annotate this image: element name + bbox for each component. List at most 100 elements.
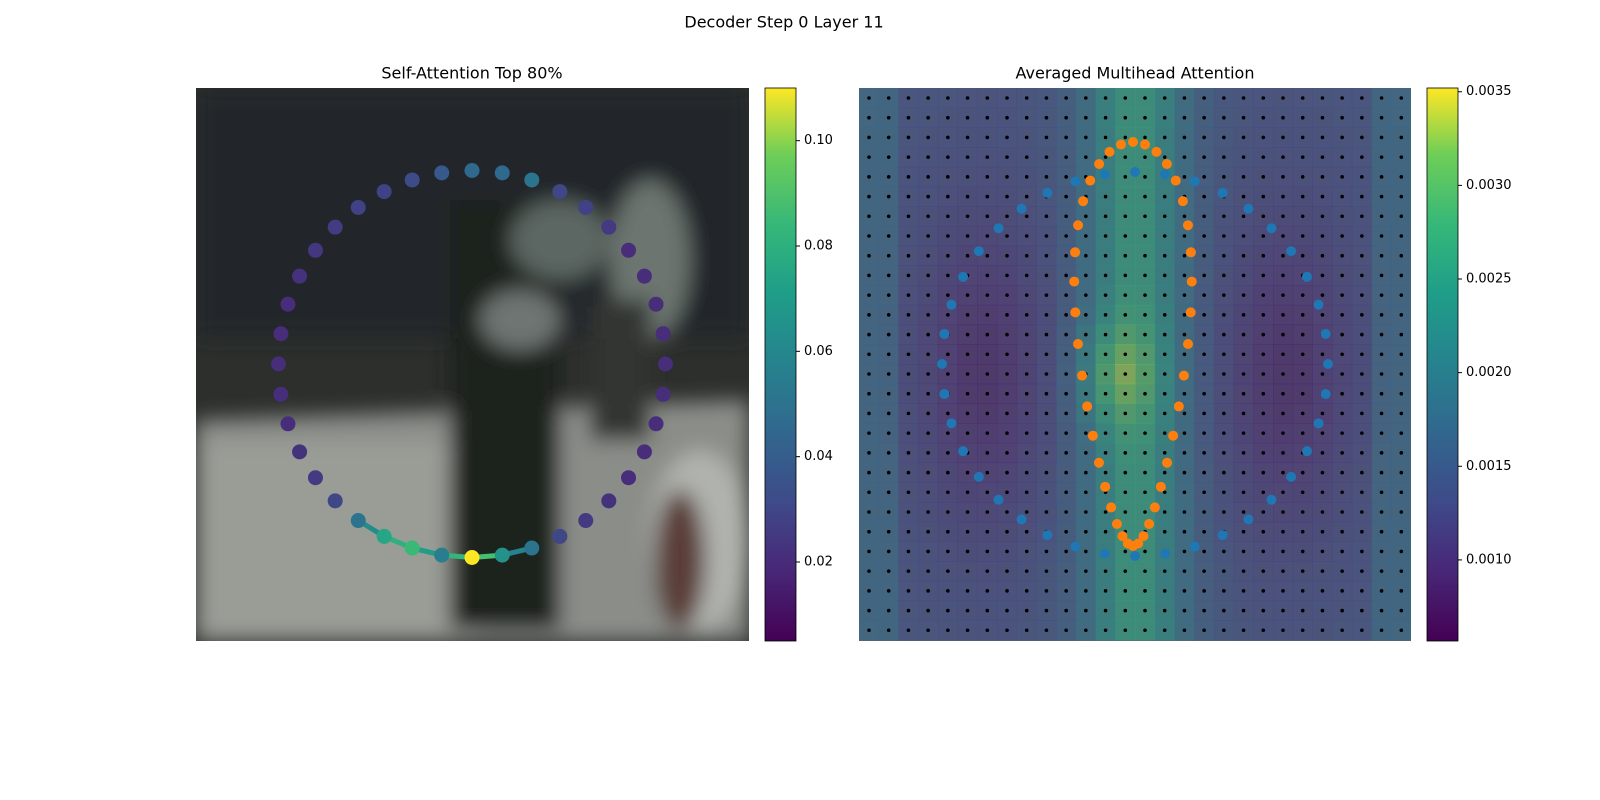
grid-dot — [1300, 510, 1305, 514]
grid-dot — [1379, 470, 1384, 475]
attention-point — [621, 242, 637, 258]
grid-dot — [926, 194, 930, 199]
grid-dot — [1123, 234, 1128, 238]
grid-dot — [1281, 115, 1285, 120]
grid-dot — [1222, 313, 1226, 317]
grid-dot — [1005, 608, 1009, 613]
grid-dot — [1044, 352, 1049, 357]
grid-dot — [926, 569, 930, 573]
tick-label: 0.0010 — [1466, 552, 1512, 567]
grid-dot — [1261, 391, 1266, 396]
grid-dot — [1182, 470, 1187, 475]
grid-dot — [886, 608, 891, 613]
grid-dot — [1143, 411, 1147, 416]
grid-dot — [1379, 175, 1384, 179]
grid-dot — [1123, 411, 1128, 416]
grid-dot — [1360, 96, 1364, 100]
reference-point — [1094, 159, 1105, 170]
grid-dot — [965, 470, 970, 475]
grid-dot — [1222, 234, 1226, 238]
attention-point — [327, 219, 343, 235]
grid-dot — [1261, 431, 1266, 435]
grid-dot — [965, 313, 970, 317]
grid-dot — [1182, 451, 1187, 455]
query-point — [1243, 514, 1254, 525]
reference-point — [1186, 276, 1197, 287]
attention-point — [350, 199, 366, 215]
query-point — [1189, 176, 1200, 187]
grid-dot — [1399, 352, 1404, 357]
reference-point — [1149, 502, 1160, 513]
grid-dot — [1399, 155, 1404, 159]
grid-dot — [1123, 115, 1128, 120]
grid-dot — [1005, 470, 1009, 475]
grid-dot — [1261, 194, 1266, 199]
grid-dot — [1379, 155, 1384, 159]
attention-point — [404, 540, 420, 556]
panel-title: Averaged Multihead Attention — [1016, 64, 1255, 83]
grid-dot — [867, 431, 871, 435]
grid-dot — [1241, 96, 1246, 100]
grid-dot — [1340, 332, 1344, 337]
grid-dot — [926, 608, 930, 613]
grid-dot — [1005, 313, 1009, 317]
attention-point — [648, 416, 664, 432]
grid-dot — [906, 451, 911, 455]
grid-dot — [1222, 135, 1226, 140]
query-point — [1323, 359, 1333, 369]
grid-dot — [1024, 214, 1029, 219]
grid-dot — [1399, 589, 1404, 593]
grid-dot — [1320, 194, 1325, 199]
grid-dot — [867, 589, 871, 593]
grid-dot — [946, 96, 950, 100]
grid-dot — [1281, 135, 1285, 140]
grid-dot — [1044, 510, 1049, 514]
grid-dot — [965, 253, 970, 258]
grid-dot — [906, 608, 911, 613]
query-point — [1070, 176, 1081, 187]
reference-point — [1106, 502, 1117, 513]
grid-dot — [1379, 391, 1384, 396]
grid-dot — [1261, 293, 1266, 297]
tick-label: 0.06 — [804, 344, 833, 359]
grid-dot — [965, 352, 970, 357]
grid-dot — [1222, 175, 1226, 179]
grid-dot — [946, 352, 950, 357]
grid-dot — [1103, 115, 1108, 120]
grid-dot — [906, 352, 911, 357]
grid-dot — [1182, 510, 1187, 514]
grid-dot — [1182, 234, 1187, 238]
grid-dot — [1103, 470, 1108, 475]
grid-dot — [1320, 431, 1325, 435]
grid-dot — [906, 175, 911, 179]
grid-dot — [1084, 431, 1088, 435]
grid-dot — [1143, 96, 1147, 100]
grid-dot — [1241, 273, 1246, 278]
grid-dot — [946, 273, 950, 278]
reference-point — [1183, 339, 1193, 349]
grid-dot — [1123, 194, 1128, 199]
grid-dot — [1379, 628, 1384, 633]
reference-point — [1070, 307, 1081, 318]
grid-dot — [985, 155, 990, 159]
grid-dot — [985, 470, 990, 475]
grid-dot — [1123, 332, 1128, 337]
reference-point — [1100, 481, 1111, 492]
grid-dot — [1320, 293, 1325, 297]
grid-dot — [1162, 490, 1167, 495]
query-point — [1160, 548, 1171, 559]
grid-dot — [1320, 608, 1325, 613]
grid-dot — [1103, 214, 1108, 219]
grid-dot — [1064, 273, 1068, 278]
grid-dot — [1360, 451, 1364, 455]
grid-dot — [1202, 253, 1206, 258]
reference-point — [1078, 196, 1089, 207]
grid-dot — [906, 115, 911, 120]
grid-dot — [906, 273, 911, 278]
grid-dot — [1261, 451, 1266, 455]
grid-dot — [1261, 569, 1266, 573]
grid-dot — [1241, 589, 1246, 593]
attention-point — [601, 219, 617, 235]
grid-dot — [1320, 135, 1325, 140]
grid-dot — [1320, 529, 1325, 534]
